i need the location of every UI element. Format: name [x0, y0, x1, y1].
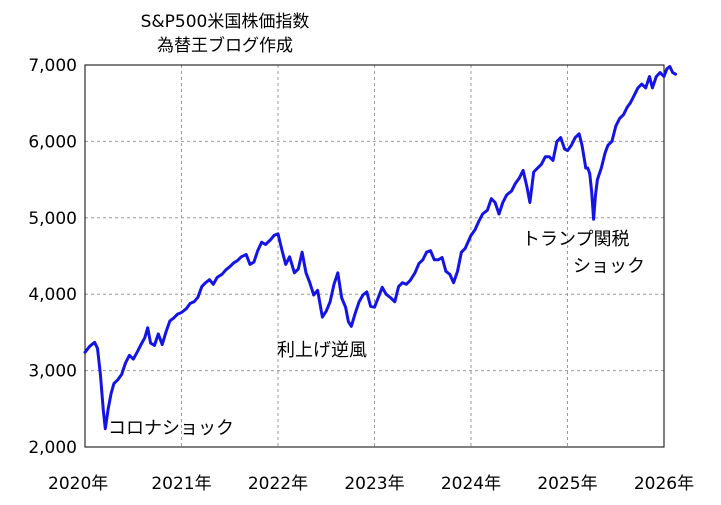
chart-title: S&P500米国株価指数: [141, 12, 310, 32]
annotation-shock: ショック: [573, 256, 645, 277]
sp500-series-line: [83, 65, 678, 431]
y-tick-label: 4,000: [28, 285, 77, 305]
plot-area-border: [84, 64, 665, 448]
annotation-trump-tariff: トランプ関税: [522, 229, 629, 250]
y-tick-label: 6,000: [28, 132, 77, 152]
y-tick-label: 7,000: [28, 56, 77, 76]
grid-lines: [85, 65, 664, 447]
x-tick-label: 2024年: [441, 474, 501, 494]
x-tick-label: 2023年: [344, 474, 404, 494]
y-tick-label: 3,000: [28, 362, 77, 382]
y-tick-label: 5,000: [28, 209, 77, 229]
x-tick-label: 2021年: [151, 474, 211, 494]
x-tick-label: 2022年: [248, 474, 308, 494]
y-tick-label: 2,000: [28, 438, 77, 458]
x-tick-label: 2020年: [48, 474, 108, 494]
annotation-rate-hike: 利上げ逆風: [277, 340, 367, 361]
x-tick-label: 2025年: [537, 474, 597, 494]
chart-subtitle: 為替王ブログ作成: [157, 35, 293, 56]
annotation-corona-shock: コロナショック: [108, 418, 234, 439]
y-axis-tick-labels: 2,000 3,000 4,000 5,000 6,000 7,000: [28, 56, 77, 458]
x-tick-label: 2026年: [634, 474, 694, 494]
x-axis-tick-labels: 2020年 2021年 2022年 2023年 2024年 2025年 2026年: [48, 474, 694, 494]
